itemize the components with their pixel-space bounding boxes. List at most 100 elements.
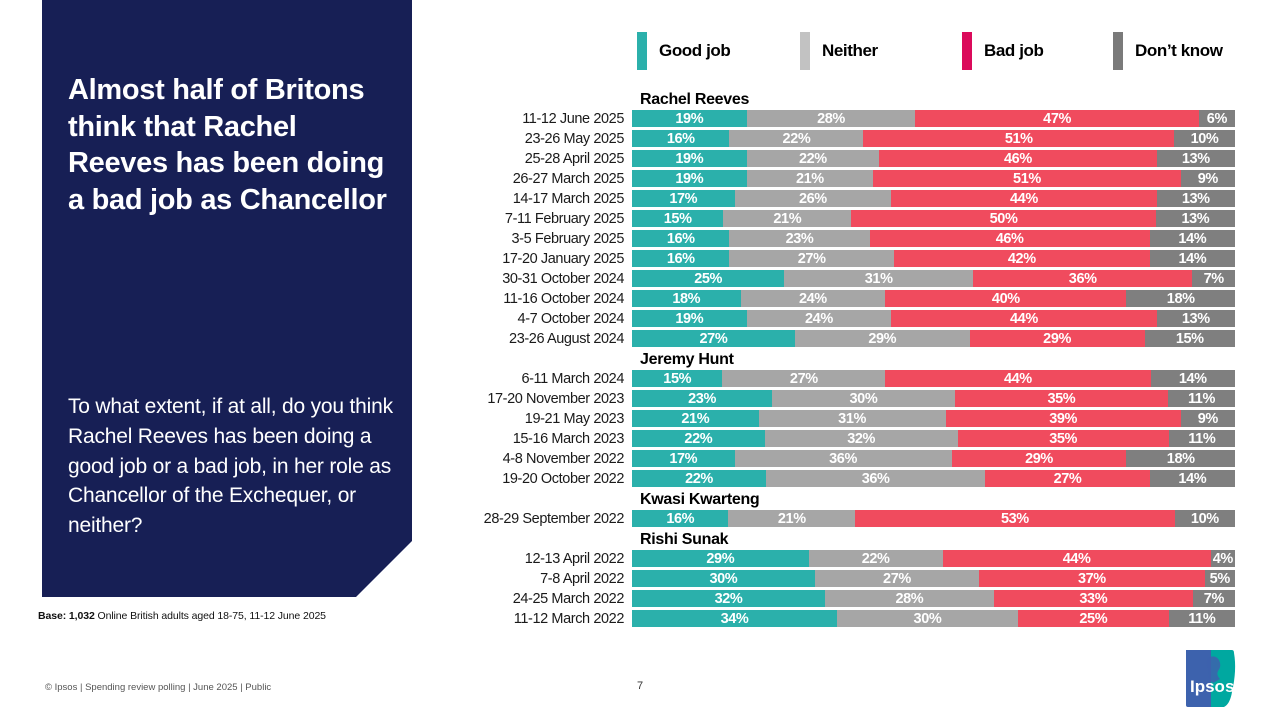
ipsos-logo-text: Ipsos: [1190, 677, 1234, 696]
bar-segment-good-job: 21%: [632, 410, 759, 427]
row-date-label: 14-17 March 2025: [512, 191, 625, 207]
bar-segment-bad-job: 46%: [879, 150, 1157, 167]
chart-row: 4-7 October 2024 19% 24% 44% 13%: [440, 310, 1235, 330]
bar-track: 19% 24% 44% 13%: [632, 310, 1235, 327]
bar-segment-neither: 24%: [740, 290, 886, 307]
bar-track: 29% 22% 44% 4%: [632, 550, 1235, 567]
bar-track: 25% 31% 36% 7%: [632, 270, 1235, 287]
bar-segment-neither: 22%: [729, 130, 864, 147]
bar-segment-don-t-know: 10%: [1174, 510, 1235, 527]
bar-segment-good-job: 25%: [632, 270, 785, 287]
chart-row: 28-29 September 2022 16% 21% 53% 10%: [440, 510, 1235, 530]
bar-segment-don-t-know: 9%: [1180, 410, 1235, 427]
row-date-label: 15-16 March 2023: [512, 431, 625, 447]
bar-segment-neither: 36%: [765, 470, 986, 487]
bar-segment-good-job: 32%: [632, 590, 825, 607]
bar-segment-good-job: 34%: [632, 610, 838, 627]
bar-segment-don-t-know: 9%: [1180, 170, 1235, 187]
bar-segment-neither: 21%: [728, 510, 856, 527]
chart-row: 4-8 November 2022 17% 36% 29% 18%: [440, 450, 1235, 470]
base-note-rest: Online British adults aged 18-75, 11-12 …: [94, 610, 327, 622]
bar-track: 23% 30% 35% 11%: [632, 390, 1235, 407]
base-note: Base: 1,032 Online British adults aged 1…: [38, 610, 326, 622]
bar-segment-don-t-know: 11%: [1167, 390, 1235, 407]
bar-track: 18% 24% 40% 18%: [632, 290, 1235, 307]
dont-know-swatch-icon: [1113, 32, 1123, 70]
bar-track: 16% 23% 46% 14%: [632, 230, 1235, 247]
row-date-label: 6-11 March 2024: [521, 371, 624, 387]
bar-segment-don-t-know: 14%: [1149, 250, 1235, 267]
bar-segment-don-t-know: 6%: [1198, 110, 1235, 127]
bar-segment-good-job: 15%: [632, 370, 723, 387]
chart-row: 26-27 March 2025 19% 21% 51% 9%: [440, 170, 1235, 190]
legend-item-neither: Neither: [800, 32, 962, 70]
bar-track: 21% 31% 39% 9%: [632, 410, 1235, 427]
chart-row: 15-16 March 2023 22% 32% 35% 11%: [440, 430, 1235, 450]
bar-track: 19% 21% 51% 9%: [632, 170, 1235, 187]
bar-track: 22% 32% 35% 11%: [632, 430, 1235, 447]
group-header: Kwasi Kwarteng: [640, 491, 760, 508]
bar-segment-don-t-know: 13%: [1156, 310, 1235, 327]
bar-segment-neither: 30%: [837, 610, 1018, 627]
row-date-label: 7-8 April 2022: [540, 571, 624, 587]
row-date-label: 17-20 January 2025: [502, 251, 624, 267]
bar-segment-neither: 30%: [772, 390, 955, 407]
bar-segment-neither: 27%: [722, 370, 886, 387]
bar-segment-don-t-know: 7%: [1192, 590, 1235, 607]
neither-swatch-icon: [800, 32, 810, 70]
title-panel: Almost half of Britons think that Rachel…: [42, 0, 412, 597]
bar-segment-good-job: 22%: [632, 430, 765, 447]
bar-segment-good-job: 29%: [632, 550, 809, 567]
ipsos-logo: Ipsos: [1186, 650, 1236, 707]
bar-segment-good-job: 27%: [632, 330, 795, 347]
bar-track: 16% 22% 51% 10%: [632, 130, 1235, 147]
row-date-label: 28-29 September 2022: [483, 511, 625, 527]
bar-segment-bad-job: 36%: [973, 270, 1193, 287]
bar-segment-bad-job: 44%: [942, 550, 1211, 567]
row-date-label: 19-21 May 2023: [524, 411, 625, 427]
bar-segment-neither: 21%: [746, 170, 874, 187]
row-date-label: 17-20 November 2023: [487, 391, 624, 407]
bar-segment-don-t-know: 5%: [1204, 570, 1235, 587]
row-date-label: 11-16 October 2024: [503, 291, 624, 307]
chart-row: 11-12 June 2025 19% 28% 47% 6%: [440, 110, 1235, 130]
chart-legend: Good job Neither Bad job Don’t know: [637, 32, 1223, 70]
bar-segment-don-t-know: 14%: [1149, 470, 1235, 487]
legend-item-dont-know: Don’t know: [1113, 32, 1223, 70]
row-date-label: 24-25 March 2022: [512, 591, 625, 607]
chart-row: 25-28 April 2025 19% 22% 46% 13%: [440, 150, 1235, 170]
row-date-label: 12-13 April 2022: [524, 551, 625, 567]
bar-segment-good-job: 17%: [632, 450, 735, 467]
bar-segment-neither: 28%: [824, 590, 994, 607]
bar-segment-good-job: 23%: [632, 390, 773, 407]
bar-track: 16% 27% 42% 14%: [632, 250, 1235, 267]
bar-segment-bad-job: 37%: [979, 570, 1205, 587]
bar-track: 16% 21% 53% 10%: [632, 510, 1235, 527]
bar-segment-good-job: 19%: [632, 150, 747, 167]
bar-segment-good-job: 19%: [632, 310, 747, 327]
row-date-label: 4-8 November 2022: [502, 451, 625, 467]
group-header: Jeremy Hunt: [640, 351, 734, 368]
bar-segment-bad-job: 35%: [957, 430, 1169, 447]
chart-row: 30-31 October 2024 25% 31% 36% 7%: [440, 270, 1235, 290]
bar-segment-good-job: 19%: [632, 170, 747, 187]
bar-segment-bad-job: 44%: [885, 370, 1151, 387]
chart-row: 24-25 March 2022 32% 28% 33% 7%: [440, 590, 1235, 610]
bar-segment-good-job: 16%: [632, 130, 730, 147]
bar-segment-bad-job: 47%: [915, 110, 1199, 127]
good-job-swatch-icon: [637, 32, 647, 70]
bar-segment-good-job: 30%: [632, 570, 815, 587]
chart-row: 11-12 March 2022 34% 30% 25% 11%: [440, 610, 1235, 630]
group-header: Rishi Sunak: [640, 531, 729, 548]
bar-segment-don-t-know: 13%: [1156, 190, 1235, 207]
bar-segment-don-t-know: 13%: [1155, 210, 1235, 227]
bar-segment-good-job: 17%: [632, 190, 735, 207]
bar-segment-bad-job: 29%: [951, 450, 1127, 467]
bar-track: 27% 29% 29% 15%: [632, 330, 1235, 347]
legend-label-bad-job: Bad job: [984, 41, 1044, 60]
stacked-bar-chart: Rachel Reeves 11-12 June 2025 19% 28% 47% 6% 2…: [440, 90, 1235, 630]
chart-row: 11-16 October 2024 18% 24% 40% 18%: [440, 290, 1235, 310]
bar-segment-bad-job: 27%: [985, 470, 1150, 487]
bar-segment-neither: 21%: [723, 210, 852, 227]
chart-row: 3-5 February 2025 16% 23% 46% 14%: [440, 230, 1235, 250]
